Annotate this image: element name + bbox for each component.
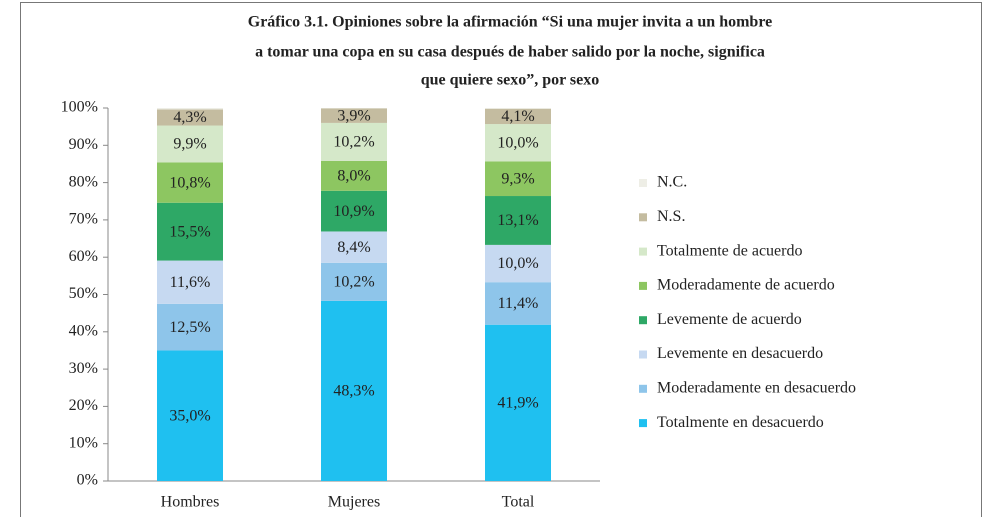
legend-label: Levemente de acuerdo	[657, 311, 802, 328]
bar-segment	[321, 122, 387, 161]
bar-segment	[157, 108, 223, 110]
bar-segment	[485, 124, 551, 162]
y-tick-label: 30%	[69, 360, 98, 377]
bar-segment	[485, 108, 551, 125]
data-label: 8,0%	[337, 168, 370, 185]
y-tick-label: 80%	[69, 173, 98, 190]
data-label: 10,0%	[497, 134, 538, 151]
legend-label: N.C.	[657, 174, 687, 191]
legend-label: Levemente en desacuerdo	[657, 345, 823, 362]
y-tick-label: 10%	[69, 434, 98, 451]
data-label: 8,4%	[337, 239, 370, 256]
chart-title: Gráfico 3.1. Opiniones sobre la afirmaci…	[248, 14, 772, 31]
legend-label: N.S.	[657, 208, 685, 225]
legend-swatch	[639, 281, 647, 290]
data-label: 9,3%	[501, 170, 534, 187]
bar-segment	[485, 282, 551, 325]
bar-segment	[485, 244, 551, 283]
bar-segment	[485, 324, 551, 481]
data-label: 15,5%	[169, 223, 210, 240]
legend-swatch	[639, 350, 647, 359]
bar-segment	[321, 300, 387, 481]
bar-segment	[157, 125, 223, 163]
bar-segment	[485, 108, 551, 109]
bar-segment	[321, 231, 387, 263]
chart-title: que quiere sexo”, por sexo	[421, 72, 600, 89]
data-label: 11,6%	[170, 274, 211, 291]
legend-swatch	[639, 316, 647, 325]
bar-segment	[321, 262, 387, 301]
chart-frame	[20, 2, 982, 517]
data-label: 4,3%	[173, 109, 206, 126]
data-label: 10,2%	[333, 134, 374, 151]
data-label: 12,5%	[169, 319, 210, 336]
data-label: 48,3%	[333, 383, 374, 400]
bar-segment	[157, 350, 223, 481]
legend-swatch	[639, 384, 647, 393]
y-tick-label: 40%	[69, 322, 98, 339]
legend-label: Totalmente en desacuerdo	[657, 414, 824, 431]
data-label: 10,2%	[333, 273, 374, 290]
x-tick-label: Mujeres	[328, 494, 380, 511]
y-tick-label: 70%	[69, 211, 98, 228]
data-label: 41,9%	[497, 395, 538, 412]
data-label: 3,9%	[337, 107, 370, 124]
legend-label: Totalmente de acuerdo	[657, 242, 802, 259]
data-label: 4,1%	[501, 108, 534, 125]
data-label: 10,9%	[333, 203, 374, 220]
bar-segment	[321, 190, 387, 232]
bar-segment	[157, 109, 223, 126]
legend-swatch	[639, 179, 647, 187]
data-label: 9,9%	[173, 136, 206, 153]
bar-segment	[485, 196, 551, 245]
bar-segment	[157, 260, 223, 304]
y-tick-label: 60%	[69, 248, 98, 265]
y-tick-label: 90%	[69, 136, 98, 153]
legend-swatch	[639, 419, 647, 428]
y-tick-label: 50%	[69, 285, 98, 302]
bar-segment	[157, 162, 223, 203]
data-label: 11,4%	[498, 295, 539, 312]
bar-segment	[321, 160, 387, 191]
data-label: 10,8%	[169, 174, 210, 191]
x-tick-label: Total	[502, 494, 535, 511]
bar-segment	[157, 303, 223, 351]
y-tick-label: 20%	[69, 397, 98, 414]
data-label: 13,1%	[497, 212, 538, 229]
bar-segment	[157, 202, 223, 261]
y-tick-label: 100%	[61, 99, 98, 116]
x-tick-label: Hombres	[161, 494, 220, 511]
legend-swatch	[639, 247, 647, 256]
legend-label: Moderadamente de acuerdo	[657, 277, 835, 294]
y-tick-label: 0%	[77, 472, 98, 489]
data-label: 10,0%	[497, 255, 538, 272]
data-label: 35,0%	[169, 407, 210, 424]
legend-label: Moderadamente en desacuerdo	[657, 379, 856, 396]
legend-swatch	[639, 213, 647, 222]
bar-segment	[321, 108, 387, 123]
bar-segment	[485, 161, 551, 197]
chart-title: a tomar una copa en su casa después de h…	[255, 44, 765, 61]
